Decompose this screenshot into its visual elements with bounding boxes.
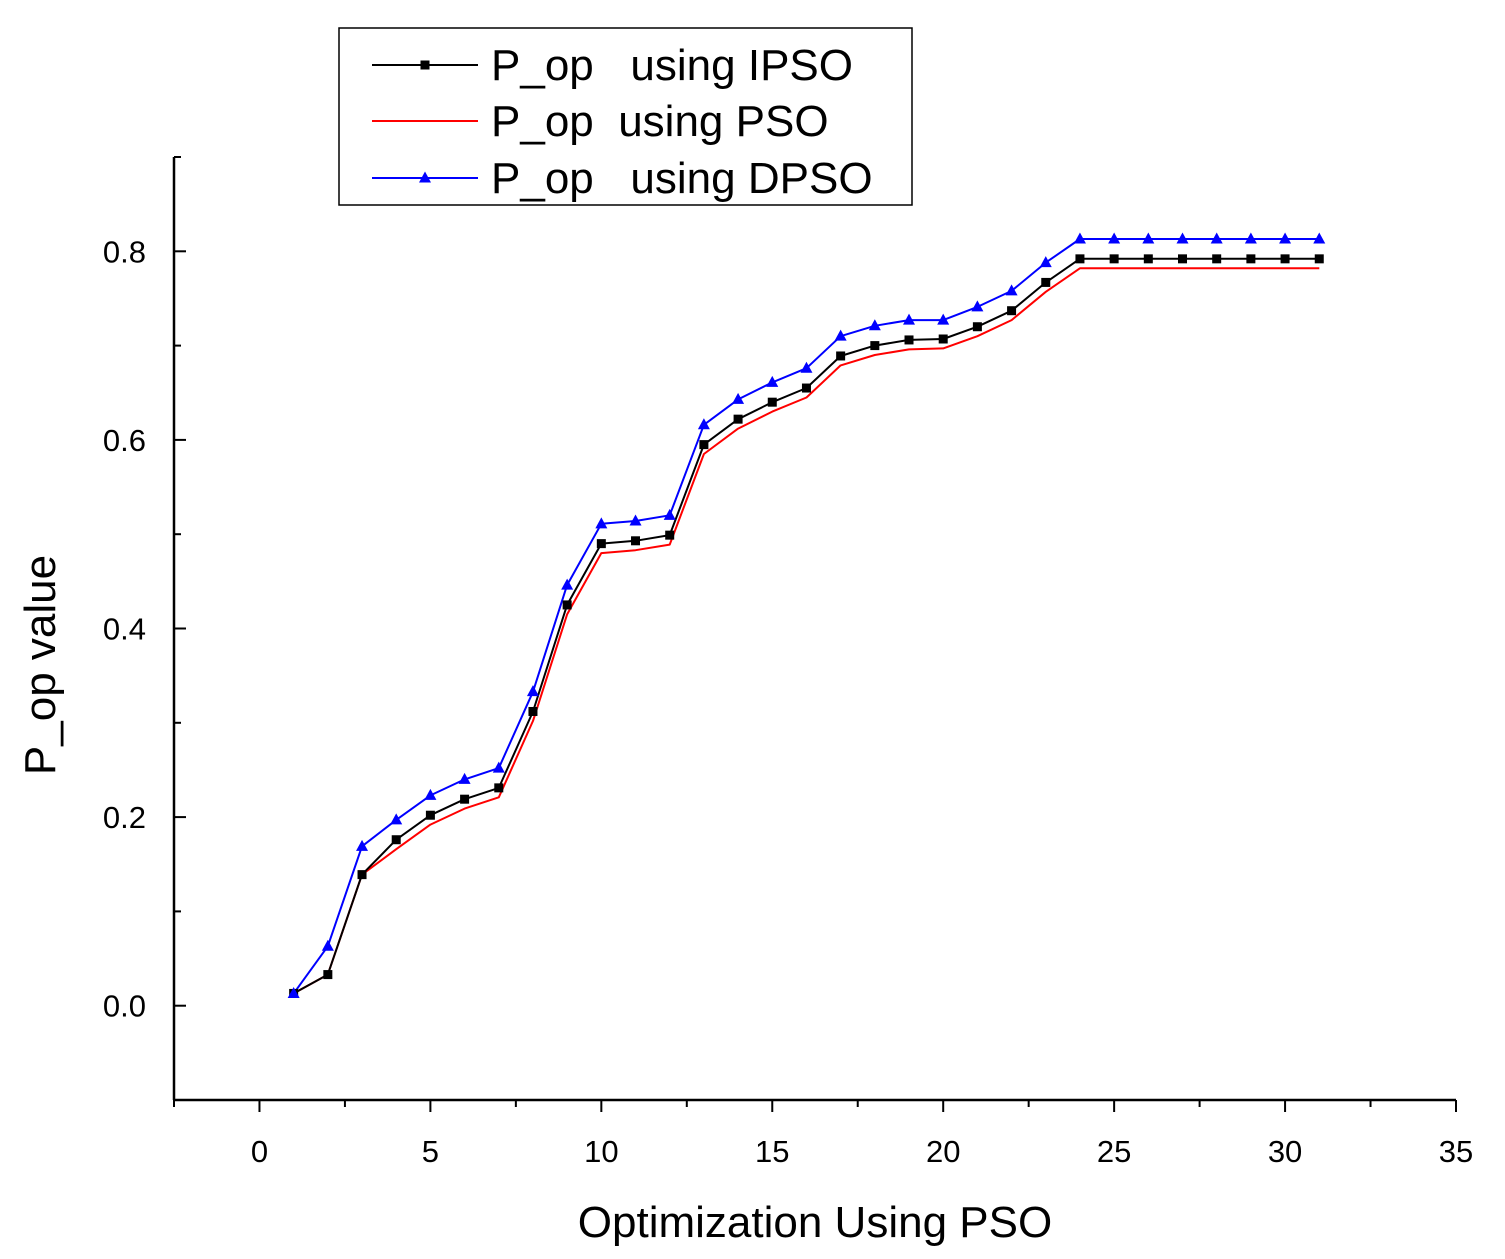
data-point-p-op-using-dpso — [458, 772, 471, 784]
data-point-p-op-using-ipso — [1178, 254, 1188, 264]
data-point-p-op-using-dpso — [1005, 284, 1018, 296]
data-point-p-op-using-ipso — [425, 810, 435, 820]
series-line-p-op-using-dpso — [292, 238, 1320, 994]
data-point-p-op-using-dpso — [492, 761, 505, 773]
y-tick-label: 0.2 — [103, 800, 146, 835]
series-lines — [292, 238, 1320, 995]
data-point-p-op-using-ipso — [1109, 254, 1119, 264]
data-point-p-op-using-ipso — [801, 383, 811, 393]
y-ticks: 0.0 0.2 0.4 0.6 0.8 — [103, 156, 186, 1101]
data-point-p-op-using-ipso — [767, 397, 777, 407]
legend-marker-p-op-using-dpso — [419, 171, 431, 183]
data-point-p-op-using-dpso — [1108, 232, 1121, 244]
data-point-p-op-using-dpso — [356, 839, 369, 851]
data-point-p-op-using-ipso — [733, 414, 743, 424]
data-point-p-op-using-dpso — [937, 313, 950, 325]
x-ticks: 0 5 10 15 20 25 30 35 — [173, 1100, 1473, 1169]
x-tick-label: 35 — [1439, 1134, 1473, 1169]
data-point-p-op-using-dpso — [903, 313, 916, 325]
data-point-p-op-using-dpso — [1176, 232, 1189, 244]
data-point-p-op-using-dpso — [1073, 232, 1086, 244]
data-point-p-op-using-dpso — [390, 813, 403, 825]
data-point-p-op-using-dpso — [1210, 232, 1223, 244]
legend-label-p-op-using-pso: P_op using PSO — [491, 97, 829, 146]
data-point-p-op-using-ipso — [596, 539, 606, 549]
data-point-p-op-using-ipso — [562, 600, 572, 610]
data-point-p-op-using-ipso — [323, 970, 333, 980]
data-point-p-op-using-dpso — [834, 329, 847, 341]
axes — [172, 157, 1456, 1102]
data-point-p-op-using-dpso — [526, 685, 539, 697]
data-point-p-op-using-ipso — [904, 335, 914, 345]
data-point-p-op-using-ipso — [494, 783, 504, 793]
data-point-p-op-using-dpso — [971, 300, 984, 312]
data-point-p-op-using-dpso — [766, 375, 779, 387]
data-point-p-op-using-ipso — [357, 870, 367, 880]
data-point-p-op-using-ipso — [528, 706, 538, 716]
data-point-p-op-using-dpso — [629, 514, 642, 526]
series-line-p-op-using-pso — [293, 267, 1320, 995]
data-point-p-op-using-ipso — [1246, 254, 1256, 264]
data-point-p-op-using-dpso — [287, 986, 300, 998]
y-tick-label: 0.4 — [103, 612, 146, 647]
data-point-p-op-using-ipso — [699, 440, 709, 450]
legend-marker-p-op-using-ipso — [420, 60, 430, 70]
data-point-p-op-using-ipso — [631, 536, 641, 546]
data-point-p-op-using-dpso — [561, 578, 574, 590]
data-point-p-op-using-dpso — [1279, 232, 1292, 244]
legend: P_op using IPSO P_op using PSO P_op using … — [338, 27, 913, 206]
data-point-p-op-using-dpso — [424, 788, 437, 800]
data-point-p-op-using-ipso — [391, 835, 401, 845]
y-tick-label: 0.8 — [103, 234, 146, 269]
data-point-p-op-using-ipso — [1075, 254, 1085, 264]
data-point-p-op-using-dpso — [321, 939, 334, 951]
data-point-p-op-using-ipso — [1007, 306, 1017, 316]
data-point-p-op-using-dpso — [1244, 232, 1257, 244]
data-point-p-op-using-ipso — [665, 530, 675, 540]
data-point-p-op-using-dpso — [732, 392, 745, 404]
x-tick-label: 5 — [422, 1134, 439, 1169]
legend-label-p-op-using-dpso: P_op using DPSO — [491, 154, 873, 203]
legend-label-p-op-using-ipso: P_op using IPSO — [491, 41, 853, 90]
data-point-p-op-using-ipso — [1314, 254, 1324, 264]
y-tick-label: 0.6 — [103, 423, 146, 458]
x-axis-title: Optimization Using PSO — [578, 1198, 1052, 1247]
series-markers — [287, 232, 1326, 998]
data-point-p-op-using-ipso — [870, 341, 880, 351]
data-point-p-op-using-ipso — [938, 334, 948, 344]
data-point-p-op-using-ipso — [1041, 277, 1051, 287]
x-tick-label: 15 — [755, 1134, 789, 1169]
data-point-p-op-using-ipso — [972, 322, 982, 332]
y-axis-title: P_op value — [16, 555, 65, 775]
x-tick-label: 30 — [1268, 1134, 1302, 1169]
y-tick-label: 0.0 — [103, 989, 146, 1024]
data-point-p-op-using-dpso — [595, 517, 608, 529]
legend-box — [338, 27, 913, 206]
data-point-p-op-using-dpso — [1142, 232, 1155, 244]
data-point-p-op-using-dpso — [1313, 232, 1326, 244]
data-point-p-op-using-ipso — [836, 351, 846, 361]
data-point-p-op-using-dpso — [800, 361, 813, 373]
data-point-p-op-using-dpso — [1039, 256, 1052, 268]
data-point-p-op-using-dpso — [868, 319, 881, 331]
data-point-p-op-using-dpso — [697, 418, 710, 430]
data-point-p-op-using-ipso — [1280, 254, 1290, 264]
data-point-p-op-using-ipso — [460, 794, 470, 804]
data-point-p-op-using-ipso — [1212, 254, 1222, 264]
x-tick-label: 20 — [926, 1134, 960, 1169]
data-point-p-op-using-ipso — [1143, 254, 1153, 264]
x-tick-label: 0 — [251, 1134, 268, 1169]
data-point-p-op-using-dpso — [663, 508, 676, 520]
x-tick-label: 25 — [1097, 1134, 1131, 1169]
x-tick-label: 10 — [584, 1134, 618, 1169]
